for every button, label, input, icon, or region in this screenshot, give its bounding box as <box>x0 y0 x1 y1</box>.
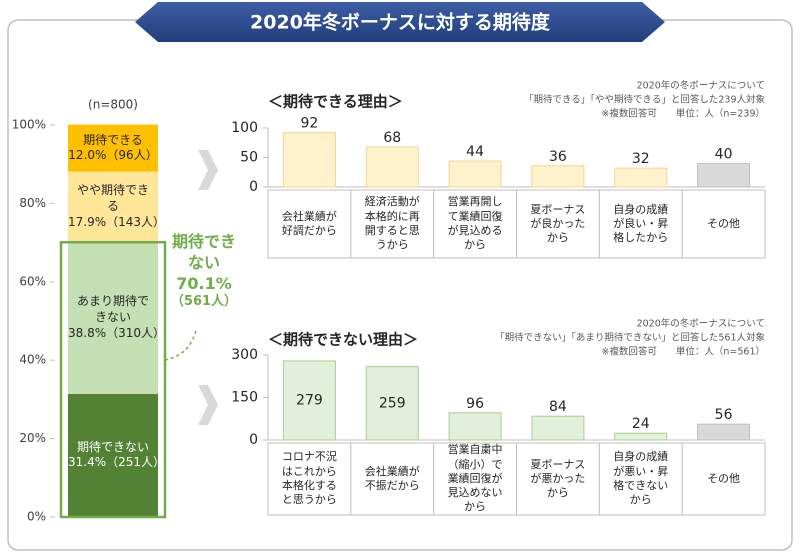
value-label: 84 <box>549 399 567 415</box>
bar <box>614 167 668 188</box>
segment-label: 期待できる 12.0%（96人） <box>68 125 158 172</box>
value-label: 24 <box>632 416 650 432</box>
note: ※複数回答可 単位：人（n=561） <box>601 346 765 358</box>
title-banner <box>135 2 665 42</box>
segment-label: やや期待できる 17.9%（143人） <box>68 172 166 242</box>
x-tick-label: 営業再開して業績回復が見込めるから <box>447 195 503 252</box>
segment-label: 期待できない 31.4%（251人） <box>68 394 166 517</box>
bar <box>365 146 419 188</box>
value-label: 36 <box>549 149 567 165</box>
segment-name: 期待できる <box>83 132 143 147</box>
value-label: 279 <box>296 392 323 408</box>
y-tick-label: 300 <box>231 347 258 363</box>
bar <box>531 165 585 188</box>
segment-label: あまり期待できない 38.8%（310人） <box>68 242 166 394</box>
bar <box>365 366 419 441</box>
group-label: 期待できない 70.1% （561人） <box>168 232 240 311</box>
segment-name: あまり期待できない <box>76 294 149 325</box>
group-value: 70.1% <box>176 273 232 293</box>
y-tick-label: 20% <box>19 431 46 445</box>
y-tick-label: 100% <box>12 118 46 132</box>
bar <box>697 423 751 441</box>
x-tick-label: 夏ボーナスが良かったから <box>530 202 586 245</box>
x-tick-label: 経済活動が本格的に再開すると思うから <box>364 195 420 252</box>
bar <box>448 412 502 441</box>
arrow <box>198 385 218 425</box>
segment-value: 38.8%（310人） <box>68 325 166 340</box>
segment-value: 31.4%（251人） <box>68 455 166 470</box>
bar <box>614 432 668 441</box>
x-tick-label: コロナ不況はこれから本格化すると思うから <box>281 450 337 507</box>
note: 2020年の冬ボーナスについて <box>637 80 765 92</box>
y-tick-label: 80% <box>19 196 46 210</box>
segment <box>68 241 158 394</box>
note: ※複数回答可 単位：人（n=239） <box>601 108 765 120</box>
x-tick-label: その他 <box>707 471 741 485</box>
x-tick-label: 営業自粛中（縮小）で業績回復が見込めないから <box>447 443 503 514</box>
value-label: 32 <box>632 151 650 167</box>
value-label: 96 <box>466 396 484 412</box>
arrow <box>198 150 218 190</box>
bar <box>282 360 336 441</box>
note: 「期待できない」「あまり期待できない」と回答した561人対象 <box>495 332 765 344</box>
x-tick-label: 会社業績が好調だから <box>281 209 337 237</box>
bar <box>448 160 502 188</box>
note: 2020年の冬ボーナスについて <box>637 318 765 330</box>
x-tick-label: 会社業績が不振だから <box>364 464 420 492</box>
value-label: 68 <box>383 130 401 146</box>
group-count: （561人） <box>170 294 238 310</box>
segment-value: 12.0%（96人） <box>68 148 158 163</box>
y-tick-label: 0 <box>249 179 258 195</box>
value-label: 259 <box>379 395 406 411</box>
y-tick-label: 150 <box>231 390 258 406</box>
value-label: 56 <box>715 407 733 423</box>
value-label: 92 <box>301 116 319 132</box>
y-tick-label: 50 <box>240 150 258 166</box>
bar <box>697 162 751 188</box>
chart-title: ＜期待できる理由＞ <box>268 93 403 111</box>
segment-name: やや期待できる <box>76 183 149 213</box>
group-outline <box>59 240 167 519</box>
y-tick-label: 0 <box>249 432 258 448</box>
note: 「期待できる」「やや期待できる」と回答した239人対象 <box>524 94 766 106</box>
group-name: 期待できない <box>171 232 236 272</box>
bar <box>531 415 585 441</box>
y-tick-label: 40% <box>19 353 46 367</box>
x-tick-label: 自身の成績が悪い・昇格できないから <box>613 450 669 507</box>
segment <box>68 393 158 517</box>
value-label: 44 <box>466 144 484 160</box>
x-tick-label: その他 <box>707 216 741 230</box>
x-tick-label: 夏ボーナスが悪かったから <box>530 457 586 500</box>
subtitle: (n=800) <box>88 98 138 112</box>
x-tick-label: 自身の成績が良い・昇格したから <box>613 202 669 245</box>
y-tick-label: 0% <box>27 510 46 524</box>
value-label: 40 <box>715 146 733 162</box>
y-tick-label: 60% <box>19 274 46 288</box>
chart-title: ＜期待できない理由＞ <box>268 331 418 349</box>
title: 2020年冬ボーナスに対する期待度 <box>250 11 551 34</box>
segment <box>68 124 158 172</box>
bar <box>282 132 336 188</box>
segment-value: 17.9%（143人） <box>68 214 166 229</box>
segment <box>68 171 158 242</box>
segment-name: 期待できない <box>76 439 149 454</box>
y-tick-label: 100 <box>231 120 258 136</box>
